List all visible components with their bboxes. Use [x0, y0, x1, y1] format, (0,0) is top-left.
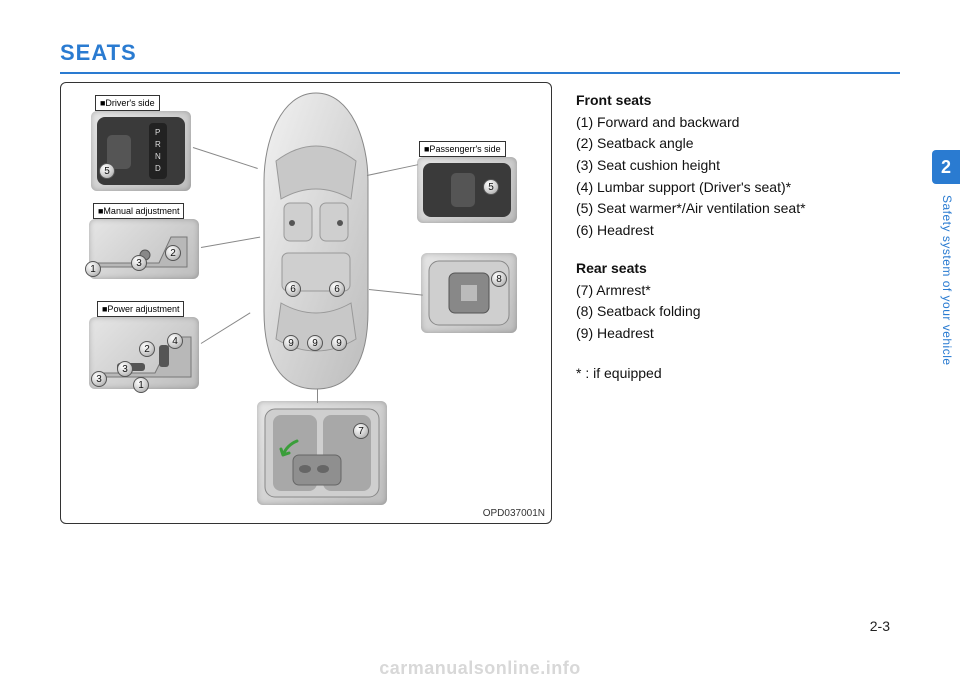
callout-3a-power: 3 [91, 371, 107, 387]
callout-5-driver: 5 [99, 163, 115, 179]
callout-2-power: 2 [139, 341, 155, 357]
svg-text:P: P [155, 128, 160, 137]
callout-9a: 9 [283, 335, 299, 351]
page-number: 2-3 [870, 618, 890, 634]
seat-diagram-figure: ■Driver's side P R N D 5 ■Manual adjustm… [60, 82, 552, 524]
leader-manual [201, 237, 260, 248]
leader-armrest [317, 389, 318, 403]
callout-6b: 6 [329, 281, 345, 297]
front-item: (5) Seat warmer*/Air ventilation seat* [576, 198, 806, 220]
equipped-note: * : if equipped [576, 363, 806, 385]
callout-3-manual: 3 [131, 255, 147, 271]
callout-4-power: 4 [167, 333, 183, 349]
callout-9c: 9 [331, 335, 347, 351]
figure-code: OPD037001N [483, 508, 545, 519]
front-item: (3) Seat cushion height [576, 155, 806, 177]
rear-item: (7) Armrest* [576, 280, 806, 302]
rear-item: (8) Seatback folding [576, 301, 806, 323]
callout-2-manual: 2 [165, 245, 181, 261]
armrest-arrow-icon [279, 437, 301, 459]
front-seats-title: Front seats [576, 90, 806, 112]
rear-item: (9) Headrest [576, 323, 806, 345]
callout-7: 7 [353, 423, 369, 439]
page-heading: SEATS [60, 40, 900, 66]
watermark: carmanualsonline.info [379, 658, 581, 679]
heading-rule [60, 72, 900, 74]
chapter-tab: 2 [932, 150, 960, 184]
svg-text:D: D [155, 164, 161, 173]
leader-power [201, 312, 251, 344]
label-passenger-side: ■Passengerr's side [419, 141, 506, 157]
front-item: (4) Lumbar support (Driver's seat)* [576, 177, 806, 199]
callout-1-manual: 1 [85, 261, 101, 277]
thumb-armrest [257, 401, 387, 505]
thumb-seatback-folding [421, 253, 517, 333]
leader-driver [193, 147, 258, 169]
thumb-driver-side: P R N D [91, 111, 191, 191]
callout-5-passenger: 5 [483, 179, 499, 195]
thumb-passenger-side [417, 157, 517, 223]
front-item: (1) Forward and backward [576, 112, 806, 134]
leader-lever [369, 289, 423, 296]
callout-3b-power: 3 [117, 361, 133, 377]
side-chapter-label: Safety system of your vehicle [940, 195, 954, 366]
rear-seats-title: Rear seats [576, 258, 806, 280]
callout-1-power: 1 [133, 377, 149, 393]
description-column: Front seats (1) Forward and backward (2)… [576, 82, 806, 524]
label-manual-adjustment: ■Manual adjustment [93, 203, 184, 219]
callout-8: 8 [491, 271, 507, 287]
front-item: (2) Seatback angle [576, 133, 806, 155]
label-power-adjustment: ■Power adjustment [97, 301, 184, 317]
thumb-manual-adjustment [89, 219, 199, 279]
label-driver-side: ■Driver's side [95, 95, 160, 111]
callout-6a: 6 [285, 281, 301, 297]
front-item: (6) Headrest [576, 220, 806, 242]
callout-9b: 9 [307, 335, 323, 351]
svg-text:R: R [155, 140, 161, 149]
svg-text:N: N [155, 152, 161, 161]
